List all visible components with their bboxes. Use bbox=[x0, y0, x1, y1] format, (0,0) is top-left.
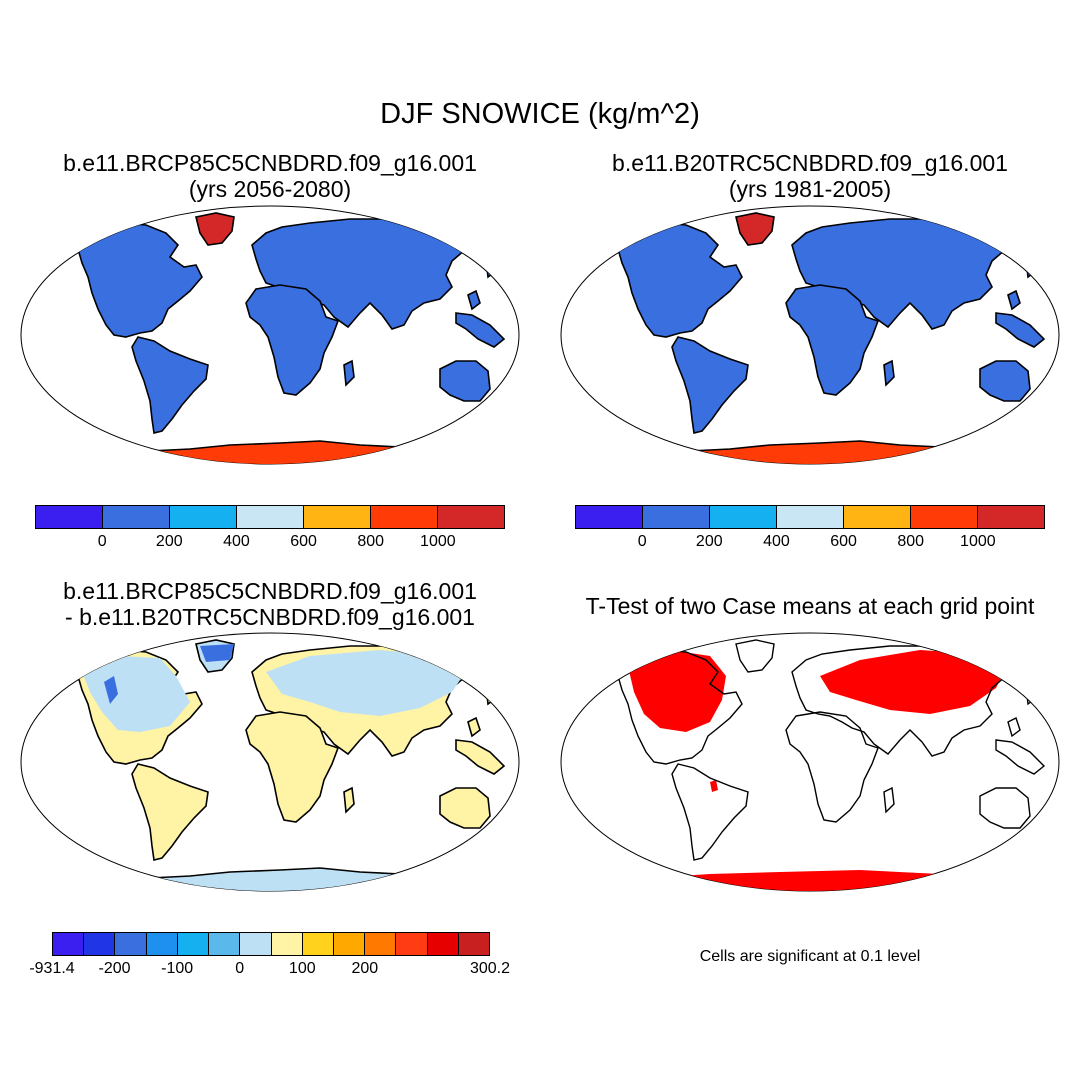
colorbar-swatch bbox=[209, 933, 241, 955]
colorbar-swatch bbox=[103, 506, 170, 528]
panel-title-top-right: b.e11.B20TRC5CNBDRD.f09_g16.001 (yrs 198… bbox=[560, 150, 1060, 202]
panel-title-bottom-right: T-Test of two Case means at each grid po… bbox=[560, 593, 1060, 619]
panel-title-line2: (yrs 2056-2080) bbox=[188, 176, 352, 202]
colorbar-swatch bbox=[710, 506, 777, 528]
colorbar-swatch bbox=[777, 506, 844, 528]
colorbar-swatch bbox=[240, 933, 272, 955]
colorbar-tick-label: 200 bbox=[351, 960, 379, 977]
colorbar-tick-label: 800 bbox=[897, 533, 925, 550]
colorbar-swatch bbox=[304, 506, 371, 528]
colorbar-swatch bbox=[576, 506, 643, 528]
colorbar-swatch bbox=[396, 933, 428, 955]
colorbar-swatch bbox=[36, 506, 103, 528]
colorbar-tick-label: 200 bbox=[695, 533, 723, 550]
colorbar-tick-label: 600 bbox=[830, 533, 857, 550]
colorbar-labels: 0 200 400 600 800 1000 bbox=[35, 529, 505, 551]
panel-title-line2: - b.e11.B20TRC5CNBDRD.f09_g16.001 bbox=[65, 604, 475, 630]
map-top-right bbox=[560, 205, 1060, 465]
colorbar-swatch bbox=[302, 933, 334, 955]
colorbar-swatch bbox=[643, 506, 710, 528]
strong-snow-loss-region bbox=[104, 644, 234, 704]
colorbar-tick-label: 800 bbox=[357, 533, 385, 550]
colorbar-bottom-left: -931.4 -200 -100 0 100 200 300.2 bbox=[29, 932, 510, 978]
colorbar-swatch bbox=[844, 506, 911, 528]
colorbar-swatch bbox=[365, 933, 397, 955]
colorbar-tick-label: 400 bbox=[223, 533, 250, 550]
colorbar-tick-label: -200 bbox=[98, 960, 131, 977]
snow-loss-region bbox=[82, 650, 468, 732]
colorbar-swatches bbox=[52, 932, 490, 956]
panel-title-bottom-left: b.e11.BRCP85C5CNBDRD.f09_g16.001 - b.e11… bbox=[20, 578, 520, 630]
significance-note: Cells are significant at 0.1 level bbox=[699, 948, 921, 965]
colorbar-swatch bbox=[115, 933, 147, 955]
colorbar-tick-label: 200 bbox=[155, 533, 183, 550]
figure-title: DJF SNOWICE (kg/m^2) bbox=[380, 98, 700, 130]
colorbar-tick-label: 600 bbox=[290, 533, 317, 550]
colorbar-top-right: 0 200 400 600 800 1000 bbox=[575, 505, 1045, 551]
panel-title-line1: b.e11.BRCP85C5CNBDRD.f09_g16.001 bbox=[63, 150, 477, 176]
colorbar-swatch bbox=[371, 506, 438, 528]
colorbar-tick-label: 100 bbox=[288, 960, 316, 977]
colorbar-swatch bbox=[427, 933, 459, 955]
map-bottom-right bbox=[560, 632, 1060, 892]
panel-title-line2: (yrs 1981-2005) bbox=[728, 176, 892, 202]
colorbar-swatch bbox=[911, 506, 978, 528]
colorbar-tick-label: 0 bbox=[97, 533, 107, 550]
panel-title-line1: b.e11.BRCP85C5CNBDRD.f09_g16.001 bbox=[63, 578, 477, 604]
colorbar-tick-label: 300.2 bbox=[469, 960, 511, 977]
colorbar-tick-label: -931.4 bbox=[29, 960, 75, 977]
colorbar-labels: 0 200 400 600 800 1000 bbox=[575, 529, 1045, 551]
colorbar-swatch bbox=[271, 933, 303, 955]
colorbar-swatch bbox=[53, 933, 85, 955]
map-bottom-left bbox=[20, 632, 520, 892]
colorbar-tick-label: 0 bbox=[637, 533, 647, 550]
colorbar-swatch bbox=[84, 933, 116, 955]
colorbar-tick-label: 1000 bbox=[960, 533, 996, 550]
panel-title-top-left: b.e11.BRCP85C5CNBDRD.f09_g16.001 (yrs 20… bbox=[20, 150, 520, 202]
colorbar-tick-label: -100 bbox=[161, 960, 194, 977]
colorbar-swatch bbox=[458, 933, 490, 955]
colorbar-swatch bbox=[237, 506, 304, 528]
colorbar-tick-label: 1000 bbox=[420, 533, 456, 550]
colorbar-top-left: 0 200 400 600 800 1000 bbox=[35, 505, 505, 551]
colorbar-swatch bbox=[333, 933, 366, 955]
colorbar-swatch bbox=[978, 506, 1044, 528]
colorbar-swatch bbox=[146, 933, 178, 955]
colorbar-tick-label: 0 bbox=[235, 960, 245, 977]
colorbar-swatch bbox=[177, 933, 210, 955]
panel-title-line1: b.e11.B20TRC5CNBDRD.f09_g16.001 bbox=[612, 150, 1008, 176]
map-top-left bbox=[20, 205, 520, 465]
colorbar-swatch bbox=[170, 506, 237, 528]
colorbar-tick-label: 400 bbox=[763, 533, 790, 550]
panel-title-line1: T-Test of two Case means at each grid po… bbox=[585, 593, 1035, 619]
colorbar-swatch bbox=[438, 506, 504, 528]
colorbar-labels: -931.4 -200 -100 0 100 200 300.2 bbox=[29, 956, 510, 978]
colorbar-swatches bbox=[575, 505, 1045, 529]
colorbar-swatches bbox=[35, 505, 505, 529]
